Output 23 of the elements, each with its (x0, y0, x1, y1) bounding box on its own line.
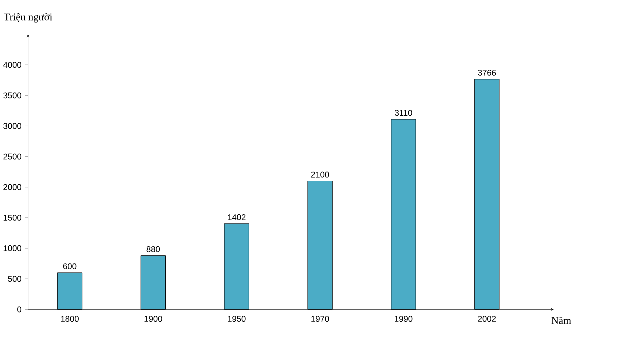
y-tick-label: 2500 (4, 154, 22, 160)
x-tick-label: 1800 (61, 316, 79, 322)
x-tick-label: 1970 (312, 316, 330, 322)
x-tick-label: 1900 (144, 316, 162, 322)
y-tick-label: 2000 (4, 184, 22, 190)
x-axis-title: Năm (552, 317, 572, 324)
data-label: 1402 (228, 214, 246, 220)
data-label: 2100 (311, 172, 330, 178)
data-label: 600 (63, 264, 77, 270)
data-label: 3766 (478, 70, 496, 76)
data-label: 880 (146, 246, 160, 252)
y-tick-label: 1500 (4, 214, 22, 221)
y-tick-label: 3000 (4, 123, 22, 130)
y-tick-label: 4000 (3, 62, 22, 68)
x-tick-label: 1990 (395, 316, 413, 322)
x-tick-label: 1950 (228, 316, 246, 322)
data-label: 3110 (395, 110, 412, 116)
y-tick-label: 3500 (4, 92, 22, 99)
y-tick-label: 1000 (4, 246, 22, 252)
x-tick-label: 2002 (478, 316, 496, 322)
y-axis-title: Triệu người (4, 13, 52, 23)
y-tick-label: 0 (18, 306, 22, 313)
y-tick-label: 500 (8, 276, 22, 282)
